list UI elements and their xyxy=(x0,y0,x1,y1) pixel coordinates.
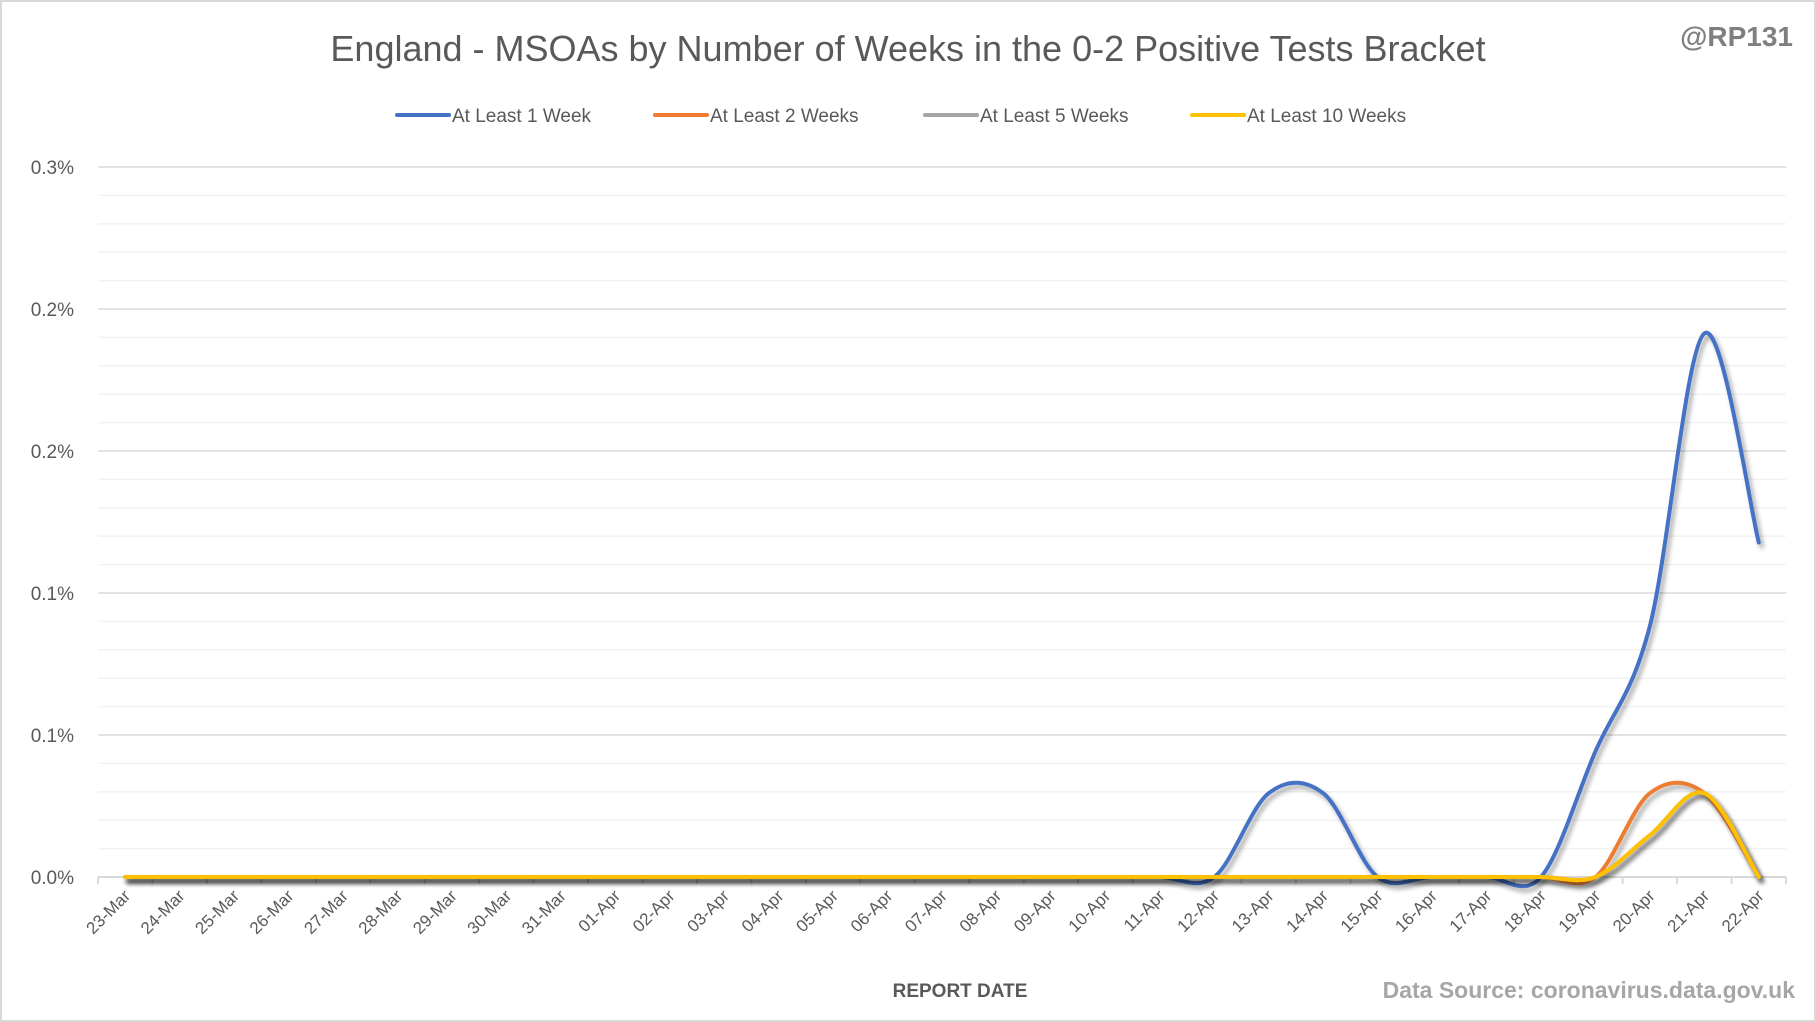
x-tick-label: 18-Apr xyxy=(1500,886,1550,936)
x-tick-label: 28-Mar xyxy=(355,886,407,938)
y-axis-ticks: 0.0% 0.1% 0.1% 0.2% 0.2% 0.3% xyxy=(31,158,74,889)
x-axis-title: REPORT DATE xyxy=(893,981,1028,1002)
gridlines xyxy=(98,166,1786,850)
x-tick-label: 27-Mar xyxy=(300,886,352,938)
data-source-note: Data Source: coronavirus.data.gov.uk xyxy=(1383,977,1796,1003)
x-tick-label: 22-Apr xyxy=(1718,886,1768,936)
x-tick-label: 14-Apr xyxy=(1282,886,1332,936)
series-line-at-least-5-weeks xyxy=(123,790,1761,883)
x-tick-label: 29-Mar xyxy=(409,886,461,938)
series-lines xyxy=(123,331,1761,889)
x-tick-label: 20-Apr xyxy=(1609,886,1659,936)
x-tick-label: 12-Apr xyxy=(1174,886,1224,936)
x-tick-label: 17-Apr xyxy=(1446,886,1496,936)
y-tick-label: 0.1% xyxy=(31,726,74,747)
x-tick-label: 08-Apr xyxy=(956,886,1006,936)
x-tick-label: 10-Apr xyxy=(1065,886,1115,936)
x-tick-label: 13-Apr xyxy=(1228,886,1278,936)
x-tick-label: 07-Apr xyxy=(901,886,951,936)
y-tick-label: 0.3% xyxy=(31,158,74,179)
y-tick-label: 0.0% xyxy=(31,868,74,889)
x-tick-label: 01-Apr xyxy=(575,886,625,936)
x-tick-label: 21-Apr xyxy=(1664,886,1714,936)
series-line-at-least-1-week xyxy=(123,331,1761,889)
legend-item-at-least-1-week: At Least 1 Week xyxy=(395,106,592,127)
x-tick-label: 16-Apr xyxy=(1391,886,1441,936)
legend-label: At Least 5 Weeks xyxy=(980,106,1129,127)
x-tick-label: 05-Apr xyxy=(792,886,842,936)
x-tick-label: 30-Mar xyxy=(464,886,516,938)
series-line-at-least-10-weeks xyxy=(123,790,1761,883)
legend-item-at-least-2-weeks: At Least 2 Weeks xyxy=(653,106,859,127)
author-credit: @RP131 xyxy=(1680,21,1793,52)
x-tick-label: 04-Apr xyxy=(738,886,788,936)
y-tick-label: 0.1% xyxy=(31,584,74,605)
x-tick-label: 09-Apr xyxy=(1010,886,1060,936)
x-tick-label: 19-Apr xyxy=(1555,886,1605,936)
legend: At Least 1 Week At Least 2 Weeks At Least … xyxy=(395,106,1406,127)
legend-item-at-least-5-weeks: At Least 5 Weeks xyxy=(923,106,1129,127)
x-tick-label: 23-Mar xyxy=(83,886,135,938)
series-line-at-least-2-weeks xyxy=(123,780,1761,886)
x-tick-label: 02-Apr xyxy=(629,886,679,936)
legend-item-at-least-10-weeks: At Least 10 Weeks xyxy=(1190,106,1406,127)
x-tick-label: 24-Mar xyxy=(137,886,189,938)
x-tick-label: 03-Apr xyxy=(684,886,734,936)
legend-label: At Least 2 Weeks xyxy=(710,106,859,127)
legend-label: At Least 10 Weeks xyxy=(1247,106,1406,127)
y-tick-label: 0.2% xyxy=(31,300,74,321)
legend-label: At Least 1 Week xyxy=(452,106,592,127)
x-tick-label: 06-Apr xyxy=(847,886,897,936)
y-tick-label: 0.2% xyxy=(31,442,74,463)
x-tick-label: 26-Mar xyxy=(246,886,298,938)
x-tick-label: 25-Mar xyxy=(191,886,243,938)
x-tick-label: 31-Mar xyxy=(518,886,570,938)
x-tick-label: 15-Apr xyxy=(1337,886,1387,936)
x-tick-label: 11-Apr xyxy=(1120,886,1169,935)
chart-title: England - MSOAs by Number of Weeks in th… xyxy=(330,28,1485,69)
